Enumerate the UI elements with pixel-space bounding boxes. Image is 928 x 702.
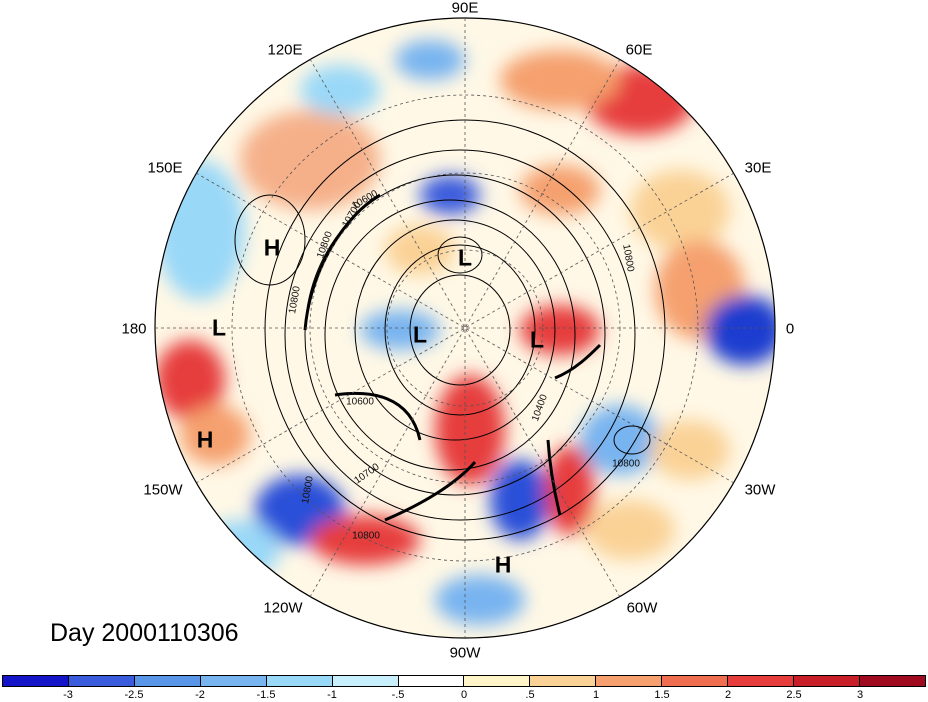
colorbar-tick-label: -.5	[391, 689, 405, 701]
colorbar-tick-label: 2.5	[786, 689, 802, 701]
colorbar-segment	[134, 676, 201, 686]
lon-label-120e: 120E	[267, 41, 303, 59]
lon-label-60w: 60W	[626, 599, 658, 617]
colorbar-tick-label: -1	[327, 689, 337, 701]
colorbar-segment	[266, 676, 333, 686]
colorbar-segment	[398, 676, 465, 686]
colorbar-tick-label: -2	[195, 689, 205, 701]
colorbar-tick-label: -2.5	[124, 689, 144, 701]
low-pressure-center: L	[529, 326, 545, 353]
contour-label: 10800	[612, 458, 640, 470]
lon-label-180: 180	[121, 320, 147, 338]
contour-label: 10600	[346, 396, 374, 408]
colorbar-segment	[662, 676, 729, 686]
colorbar-tick-label: 1.5	[654, 689, 670, 701]
low-pressure-center: L	[412, 321, 428, 348]
lon-label-150w: 150W	[143, 481, 183, 499]
lon-label-150e: 150E	[147, 159, 183, 177]
contour-label: 10800	[352, 530, 380, 542]
high-pressure-center: H	[263, 234, 281, 261]
lon-label-30w: 30W	[744, 481, 776, 499]
lon-label-60e: 60E	[625, 41, 653, 59]
colorbar-segment	[68, 676, 135, 686]
colorbar-segment	[859, 676, 925, 686]
anomaly-field	[155, 18, 775, 638]
colorbar-segment	[596, 676, 663, 686]
colorbar-tick-label: 1	[592, 689, 600, 701]
lon-label-30e: 30E	[744, 159, 772, 177]
colorbar-segment	[200, 676, 267, 686]
high-pressure-center: H	[196, 426, 214, 453]
low-pressure-center: L	[211, 314, 227, 341]
colorbar-segment	[728, 676, 795, 686]
high-pressure-center: H	[494, 551, 512, 578]
colorbar-segment	[332, 676, 399, 686]
colorbar	[2, 675, 926, 687]
colorbar-segment	[3, 676, 69, 686]
lon-label-90w: 90W	[449, 644, 481, 662]
colorbar-tick-label: -3	[63, 689, 73, 701]
lon-label-0: 0	[785, 320, 795, 338]
colorbar-segment	[464, 676, 531, 686]
lon-label-120w: 120W	[263, 599, 303, 617]
colorbar-tick-label: 2	[724, 689, 732, 701]
colorbar-tick-label: .5	[525, 689, 535, 701]
lon-label-90e: 90E	[451, 0, 479, 17]
colorbar-tick-label: 0	[460, 689, 468, 701]
map-title: Day 2000110306	[50, 619, 239, 647]
colorbar-segment	[530, 676, 597, 686]
colorbar-segment	[794, 676, 860, 686]
low-pressure-center: L	[457, 244, 473, 271]
colorbar-tick-label: -1.5	[256, 689, 276, 701]
colorbar-tick-label: 3	[856, 689, 864, 701]
